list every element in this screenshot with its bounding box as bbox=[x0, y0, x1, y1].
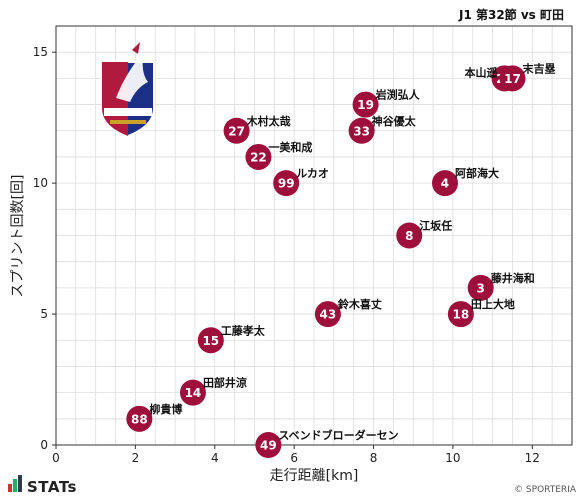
player-number: 17 bbox=[504, 72, 521, 86]
y-tick-label: 0 bbox=[40, 438, 48, 452]
club-logo bbox=[101, 42, 155, 138]
player-number: 8 bbox=[405, 229, 413, 243]
x-tick-label: 2 bbox=[132, 451, 140, 465]
player-marker bbox=[314, 301, 341, 328]
player-name: 神谷優太 bbox=[372, 114, 417, 128]
copyright: © SPORTERIA bbox=[514, 485, 577, 495]
player-name: 江坂任 bbox=[419, 219, 452, 233]
x-tick-label: 12 bbox=[525, 451, 540, 465]
player-name: 木村太哉 bbox=[246, 114, 291, 128]
grid bbox=[55, 25, 573, 446]
stats-logo: STATs bbox=[8, 475, 77, 496]
y-tick-label: 10 bbox=[33, 176, 48, 190]
y-tick-label: 15 bbox=[33, 45, 48, 59]
y-axis-label: スプリント回数[回] bbox=[10, 175, 26, 298]
x-tick-label: 10 bbox=[445, 451, 460, 465]
player-marker bbox=[273, 170, 300, 197]
player-number: 15 bbox=[202, 334, 219, 348]
player-marker bbox=[467, 274, 494, 301]
player-number: 88 bbox=[131, 412, 148, 426]
x-tick-label: 0 bbox=[52, 451, 60, 465]
player-name: 阿部海大 bbox=[455, 166, 499, 180]
player-name: 岩渕弘人 bbox=[375, 88, 421, 102]
stats-brand: STATs bbox=[27, 478, 77, 496]
axes: 0 2 4 6 8 10 12 0 5 10 15 bbox=[33, 25, 573, 465]
player-marker bbox=[447, 301, 474, 328]
player-name: 田部井涼 bbox=[203, 376, 247, 390]
player-marker bbox=[197, 327, 224, 354]
player-marker bbox=[348, 117, 375, 144]
bar-chart-icon bbox=[8, 475, 22, 492]
player-name: スベンドブローダーセン bbox=[278, 428, 398, 442]
player-name: 柳貴博 bbox=[149, 402, 182, 416]
player-number: 49 bbox=[260, 439, 277, 453]
player-number: 14 bbox=[185, 386, 202, 400]
x-tick-label: 8 bbox=[370, 451, 378, 465]
player-name: 末吉塁 bbox=[521, 61, 555, 75]
player-marker bbox=[396, 222, 423, 249]
plot-frame bbox=[55, 25, 573, 446]
player-number: 22 bbox=[250, 150, 267, 164]
player-name: 田上大地 bbox=[471, 297, 515, 311]
player-number: 27 bbox=[228, 124, 245, 138]
data-points: 26本山遥17末吉塁19岩渕弘人33神谷優太27木村太哉22一美和成99ルカオ4… bbox=[126, 61, 555, 458]
player-name: 工藤孝太 bbox=[221, 323, 266, 337]
player-number: 43 bbox=[320, 308, 337, 322]
player-name: 藤井海和 bbox=[491, 271, 535, 285]
player-name: 本山遥 bbox=[465, 65, 498, 79]
chart-title: J1 第32節 vs 町田 bbox=[458, 7, 564, 22]
player-marker bbox=[352, 91, 379, 118]
player-number: 33 bbox=[353, 124, 370, 138]
player-name: ルカオ bbox=[296, 167, 329, 180]
player-marker bbox=[499, 65, 526, 92]
player-name: 一美和成 bbox=[268, 140, 312, 154]
player-marker bbox=[179, 379, 206, 406]
player-number: 19 bbox=[357, 98, 374, 112]
x-tick-label: 6 bbox=[290, 451, 298, 465]
player-marker bbox=[245, 143, 272, 170]
player-name: 鈴木喜丈 bbox=[338, 297, 382, 311]
player-marker bbox=[223, 117, 250, 144]
player-marker bbox=[255, 432, 282, 458]
player-marker bbox=[126, 405, 153, 432]
player-point: 8 江坂任 bbox=[396, 219, 452, 249]
y-tick-label: 5 bbox=[40, 307, 48, 321]
player-point: 3 藤井海和 bbox=[467, 271, 535, 301]
player-number: 3 bbox=[477, 281, 485, 295]
player-number: 18 bbox=[453, 308, 470, 322]
x-tick-label: 4 bbox=[211, 451, 219, 465]
player-point: 4 阿部海大 bbox=[431, 166, 499, 197]
player-marker bbox=[431, 170, 458, 197]
x-axis-label: 走行距離[km] bbox=[270, 467, 359, 484]
player-number: 4 bbox=[441, 177, 449, 191]
player-number: 99 bbox=[278, 177, 295, 191]
